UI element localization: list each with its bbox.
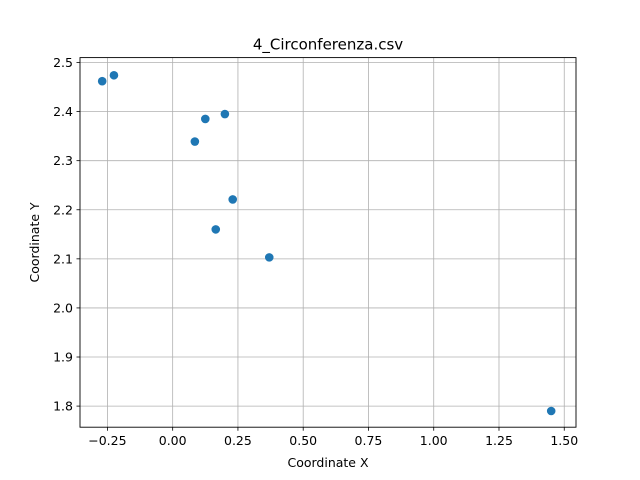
scatter-point xyxy=(228,195,238,204)
y-tick-label: 1.9 xyxy=(53,350,73,365)
axis-ticks: −0.25 0.00 0.25 0.50 0.75 1.00 1.25 1.50 1.8 1.9 2… xyxy=(53,55,578,448)
x-tick-label: 0.50 xyxy=(289,433,317,448)
scatter-point xyxy=(220,109,230,119)
x-tick-label: 1.25 xyxy=(485,433,513,448)
x-tick-label: 0.25 xyxy=(224,433,252,448)
scatter-point xyxy=(201,114,210,124)
y-tick-label: 1.8 xyxy=(53,399,73,414)
x-tick-label: 1.00 xyxy=(420,433,448,448)
scatter-point xyxy=(190,137,200,146)
scatter-point xyxy=(546,406,556,416)
scatter-point xyxy=(211,225,221,234)
x-tick-label: 0.00 xyxy=(159,433,187,448)
scatter-point xyxy=(264,253,274,262)
plot-area-frame xyxy=(79,57,577,428)
y-tick-label: 2.3 xyxy=(53,153,73,168)
x-tick-label: 0.75 xyxy=(355,433,383,448)
x-tick-label: 1.50 xyxy=(550,433,578,448)
y-tick-label: 2.1 xyxy=(53,251,73,266)
y-axis-label: Coordinate Y xyxy=(27,202,42,282)
scatter-point xyxy=(109,70,119,80)
data-points xyxy=(97,70,556,416)
x-tick-label: −0.25 xyxy=(88,433,126,448)
y-tick-label: 2.0 xyxy=(53,300,73,315)
grid-lines xyxy=(80,57,576,428)
x-axis-label: Coordinate X xyxy=(287,455,368,470)
y-tick-label: 2.5 xyxy=(53,55,73,70)
scatter-point xyxy=(97,76,107,86)
y-tick-label: 2.2 xyxy=(53,202,73,217)
chart-title: 4_Circonferenza.csv xyxy=(253,36,403,55)
y-tick-label: 2.4 xyxy=(53,104,73,119)
